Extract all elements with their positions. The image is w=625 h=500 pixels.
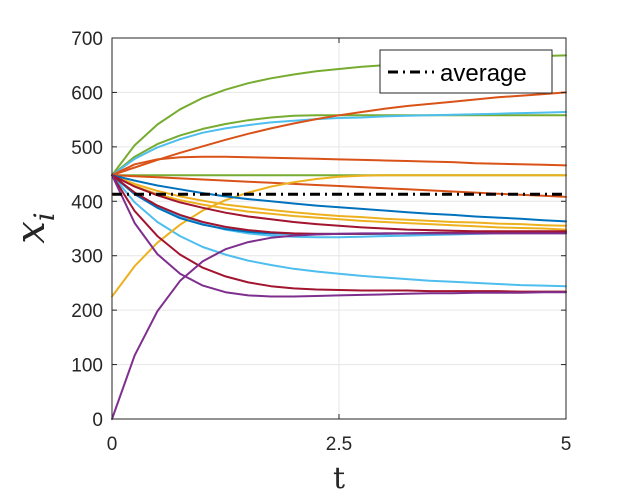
series-line-blue-1: [111, 174, 567, 223]
y-tick-label: 300: [71, 247, 103, 268]
x-tick-label: 0: [107, 434, 118, 455]
legend: average: [379, 49, 553, 94]
grid: [111, 37, 567, 420]
y-tick-label: 400: [71, 192, 103, 213]
y-tick-label: 700: [71, 29, 103, 50]
x-axis-title: t: [333, 461, 345, 496]
series-line-yellow-2: [111, 174, 567, 227]
y-tick-label: 200: [71, 301, 103, 322]
series-line-orange-2: [111, 155, 567, 177]
y-axis-title: xi: [8, 212, 61, 244]
y-axis-title-subscript: i: [28, 212, 61, 221]
y-tick-label: 0: [92, 410, 103, 431]
series-line-cyan-1: [111, 111, 567, 177]
y-tick-label: 600: [71, 83, 103, 104]
series-lines: [111, 54, 567, 420]
ticks: [111, 37, 567, 420]
x-tick-label: 5: [561, 434, 572, 455]
legend-box: [379, 49, 553, 94]
y-axis-title-main: x: [8, 221, 54, 244]
legend-label-average: average: [440, 60, 527, 87]
y-tick-label: 500: [71, 138, 103, 159]
y-tick-labels: 0 100 200 300 400 500 600 700: [71, 29, 103, 431]
x-tick-label: 2.5: [326, 434, 352, 455]
series-line-cyan-3: [111, 174, 567, 288]
series-line-purple-2: [111, 232, 567, 420]
series-line-yellow-3: [111, 174, 567, 231]
series-line-red-3: [111, 174, 567, 293]
series-line-orange-1: [111, 91, 567, 177]
y-tick-label: 100: [71, 356, 103, 377]
x-tick-labels: 0 2.5 5: [107, 434, 572, 455]
series-line-purple-1: [111, 174, 567, 298]
series-line-red-1: [111, 174, 567, 233]
